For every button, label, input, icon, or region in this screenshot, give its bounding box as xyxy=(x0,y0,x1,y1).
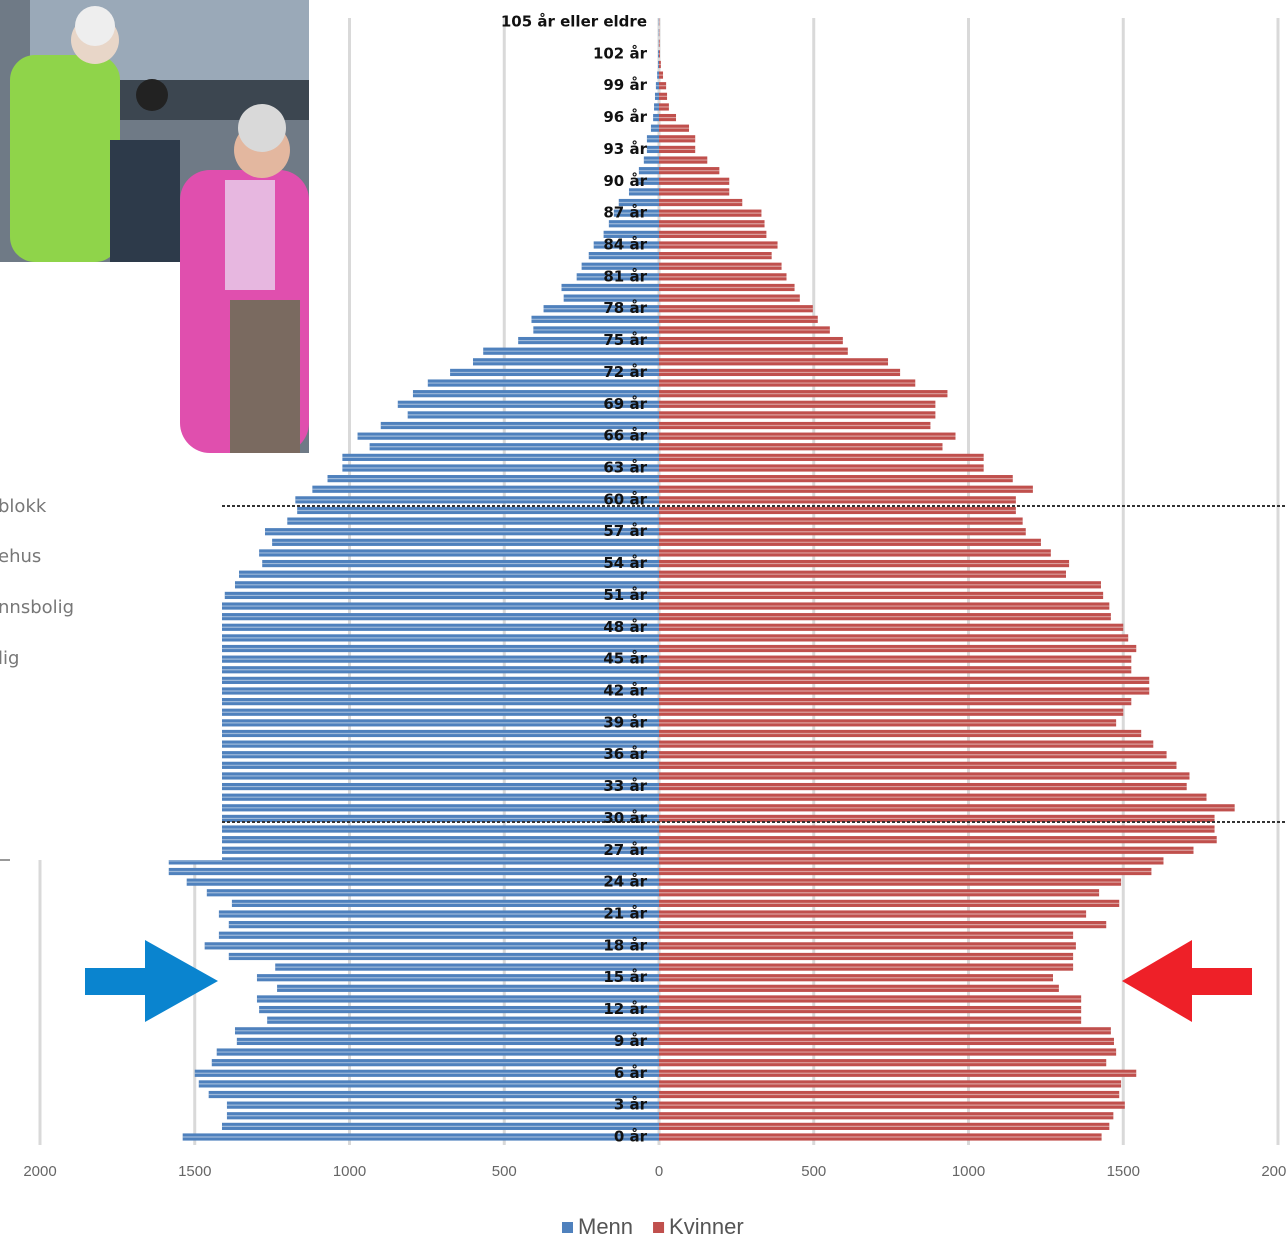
category-label: 0 år xyxy=(614,1128,648,1146)
category-label: 84 år xyxy=(603,236,647,254)
category-label: 24 år xyxy=(603,873,647,891)
category-label: 36 år xyxy=(603,745,647,763)
legend: Menn Kvinner xyxy=(562,1214,744,1239)
x-tick-label: 500 xyxy=(801,1163,826,1180)
x-tick-label: 0 xyxy=(655,1163,663,1180)
category-label: 27 år xyxy=(603,841,647,859)
red-arrow xyxy=(1122,940,1252,1022)
category-label: 21 år xyxy=(603,905,647,923)
legend-swatch xyxy=(653,1222,664,1233)
category-label: 81 år xyxy=(603,267,647,285)
category-label: 18 år xyxy=(603,936,647,954)
category-label: 105 år eller eldre xyxy=(501,13,647,31)
x-tick-label: 1500 xyxy=(178,1163,211,1180)
bars xyxy=(169,18,1235,1140)
category-label: 72 år xyxy=(603,363,647,381)
category-label: 93 år xyxy=(603,140,647,158)
fragment-text: lig xyxy=(0,648,19,669)
category-label: 63 år xyxy=(603,459,647,477)
x-tick-label: 2000 xyxy=(23,1163,56,1180)
legend-label: Menn xyxy=(578,1214,633,1239)
category-label: 6 år xyxy=(614,1064,648,1082)
category-label: 48 år xyxy=(603,618,647,636)
legend-swatch xyxy=(562,1222,573,1233)
category-label: 33 år xyxy=(603,777,647,795)
category-label: 78 år xyxy=(603,299,647,317)
category-label: 90 år xyxy=(603,172,647,190)
category-label: 57 år xyxy=(603,522,647,540)
x-tick-label: 500 xyxy=(492,1163,517,1180)
category-label: 15 år xyxy=(603,968,647,986)
category-label: 60 år xyxy=(603,490,647,508)
category-label: 66 år xyxy=(603,427,647,445)
category-label: 45 år xyxy=(603,650,647,668)
category-label: 96 år xyxy=(603,108,647,126)
x-tick-label: 2000 xyxy=(1261,1163,1286,1180)
category-label: 39 år xyxy=(603,713,647,731)
x-tick-label: 1000 xyxy=(333,1163,366,1180)
chart: blokk ehus nnsbolig lig Menn Kvinner 2000… xyxy=(0,0,1286,1240)
category-label: 3 år xyxy=(614,1096,648,1114)
fragment-text: ehus xyxy=(0,546,41,567)
blue-arrow xyxy=(85,940,218,1022)
x-tick-label: 1000 xyxy=(952,1163,985,1180)
category-label: 99 år xyxy=(603,76,647,94)
x-tick-label: 1500 xyxy=(1107,1163,1140,1180)
category-label: 30 år xyxy=(603,809,647,827)
fragment-text: blokk xyxy=(0,496,47,517)
category-label: 69 år xyxy=(603,395,647,413)
fragment-text: nnsbolig xyxy=(0,597,74,618)
category-label: 12 år xyxy=(603,1000,647,1018)
category-label: 102 år xyxy=(593,44,648,62)
category-label: 75 år xyxy=(603,331,647,349)
category-label: 9 år xyxy=(614,1032,648,1050)
legend-label: Kvinner xyxy=(669,1214,744,1239)
category-label: 54 år xyxy=(603,554,647,572)
category-label: 87 år xyxy=(603,204,647,222)
category-label: 51 år xyxy=(603,586,647,604)
category-label: 42 år xyxy=(603,682,647,700)
